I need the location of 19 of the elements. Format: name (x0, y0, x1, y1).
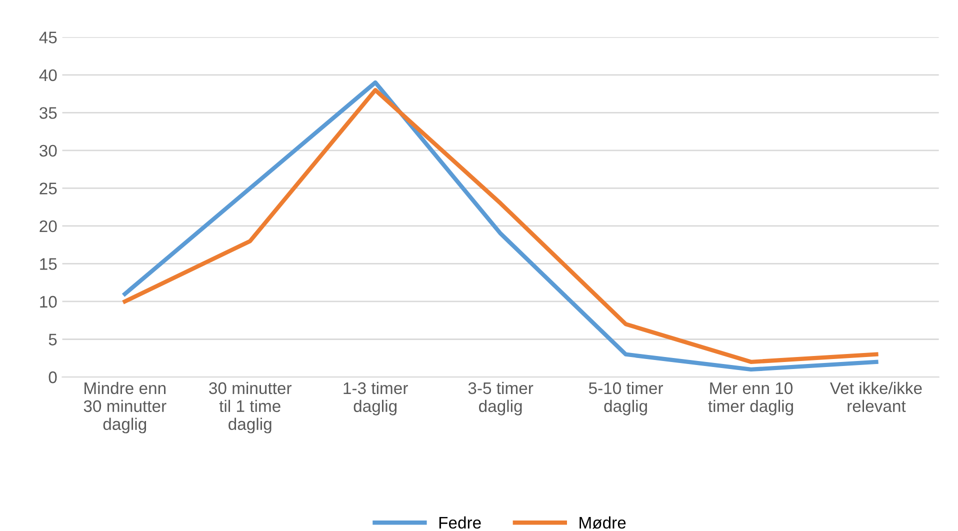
y-tick-label: 40 (39, 69, 57, 82)
y-tick-label: 45 (39, 32, 57, 44)
y-tick-label: 30 (40, 144, 57, 157)
x-tick-label: Vet ikke/ikke relevant (830, 382, 922, 412)
legend-label: Fedre (439, 516, 481, 529)
x-tick-label: 3-5 timer daglig (468, 382, 534, 416)
y-tick-label: 15 (40, 258, 57, 270)
legend-label: Mødre (580, 516, 626, 529)
y-tick-label: 25 (40, 182, 57, 194)
x-tick-label: Mer enn 10 timer daglig (708, 382, 794, 416)
y-tick-label: 35 (40, 107, 57, 119)
x-tick-label: 30 minutter til 1 time daglig (209, 382, 292, 434)
y-tick-label: 0 (48, 371, 57, 384)
x-tick-label: 1-3 timer daglig (344, 382, 408, 416)
x-tick-label: 5-10 timer daglig (588, 382, 664, 416)
x-tick-label: Mindre enn 30 minutter daglig (84, 382, 166, 434)
y-tick-label: 20 (40, 220, 57, 232)
y-tick-label: 5 (48, 334, 57, 346)
y-tick-label: 10 (40, 296, 57, 308)
